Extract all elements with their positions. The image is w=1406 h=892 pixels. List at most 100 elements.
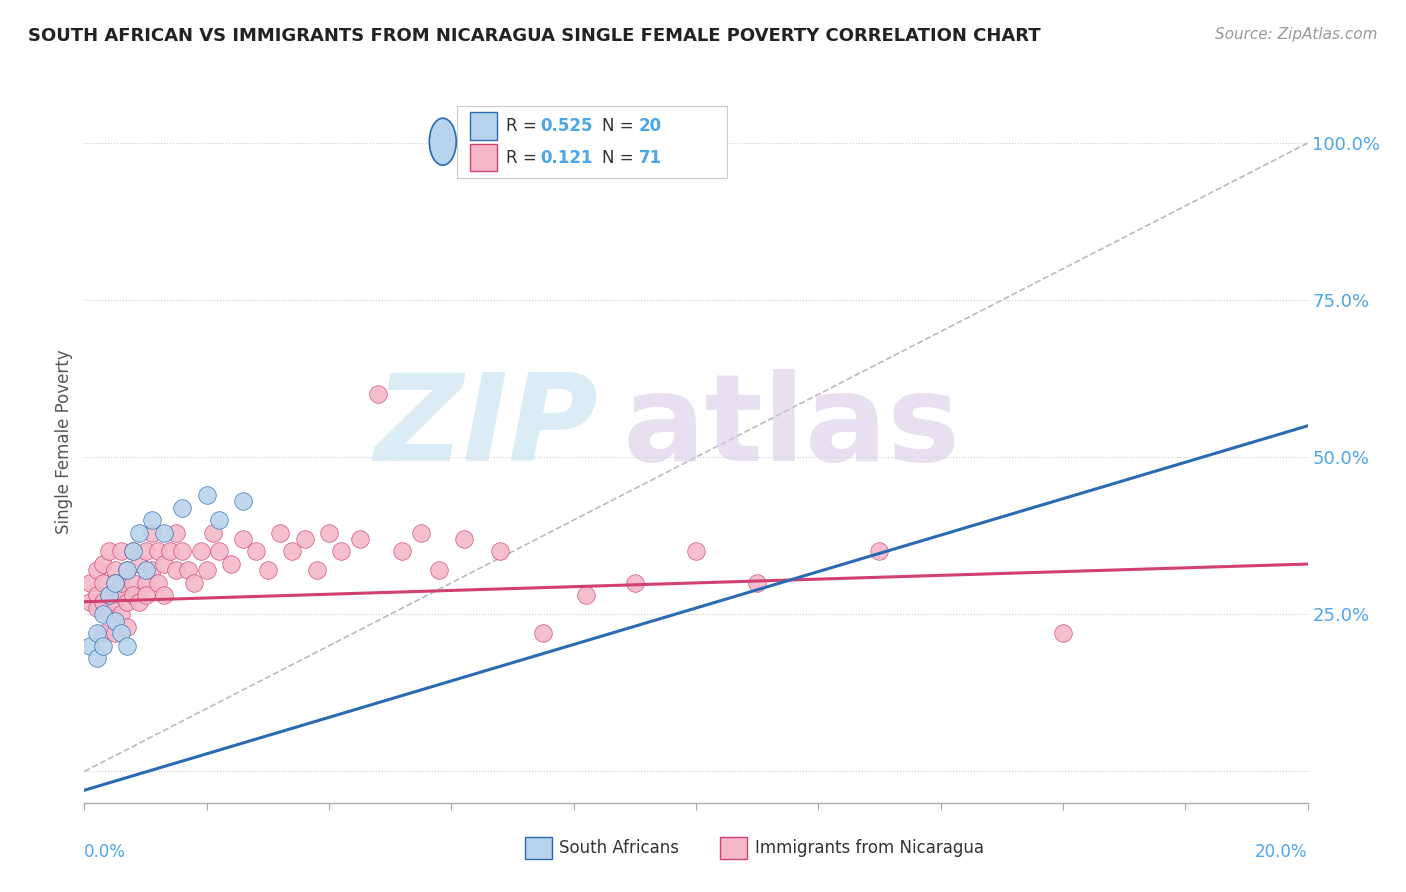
Bar [720,838,748,859]
Point [172,544,194,558]
Point [91,626,114,640]
Point [115,595,138,609]
Point [869,544,891,558]
Ellipse shape [429,119,456,165]
Text: 0.121: 0.121 [541,149,593,167]
Point [79,595,101,609]
Point [115,563,138,577]
Point [349,532,371,546]
Text: Source: ZipAtlas.com: Source: ZipAtlas.com [1215,27,1378,42]
Point [97,589,120,603]
Point [257,563,280,577]
Point [146,544,169,558]
Point [409,525,432,540]
Point [135,589,157,603]
Point [97,589,120,603]
Point [110,544,132,558]
Text: 0.525: 0.525 [541,117,593,135]
Text: 0.0%: 0.0% [84,843,127,861]
Text: R =: R = [506,117,537,135]
Point [86,589,108,603]
Point [141,525,163,540]
Point [79,639,101,653]
Point [177,563,200,577]
Point [86,601,108,615]
Point [190,544,212,558]
Text: 71: 71 [638,149,662,167]
Point [141,513,163,527]
Point [128,525,150,540]
Point [245,544,267,558]
Point [115,563,138,577]
Text: 20: 20 [638,117,662,135]
Point [91,607,114,622]
Point [135,544,157,558]
Point [122,544,145,558]
FancyBboxPatch shape [457,105,727,178]
Text: Immigrants from Nicaragua: Immigrants from Nicaragua [755,839,984,857]
Point [86,626,108,640]
Point [110,626,132,640]
Point [183,575,205,590]
Point [104,595,127,609]
Point [104,575,127,590]
Point [115,639,138,653]
Point [79,575,101,590]
Point [104,614,127,628]
Point [427,563,450,577]
Bar [470,144,496,171]
Point [201,525,224,540]
Point [128,557,150,571]
Point [86,651,108,665]
Point [219,557,242,571]
Text: SOUTH AFRICAN VS IMMIGRANTS FROM NICARAGUA SINGLE FEMALE POVERTY CORRELATION CHA: SOUTH AFRICAN VS IMMIGRANTS FROM NICARAG… [28,27,1040,45]
Point [531,626,554,640]
Point [232,532,254,546]
Point [391,544,413,558]
Point [115,620,138,634]
Point [489,544,512,558]
Text: N =: N = [602,117,634,135]
Point [91,639,114,653]
Point [1052,626,1074,640]
Point [172,500,194,515]
Point [122,575,145,590]
Point [104,563,127,577]
Point [97,544,120,558]
Text: R =: R = [506,149,537,167]
Point [165,525,187,540]
Point [135,575,157,590]
Point [318,525,340,540]
Point [575,589,598,603]
Point [110,575,132,590]
Point [685,544,707,558]
Point [281,544,304,558]
Text: N =: N = [602,149,634,167]
Point [122,589,145,603]
Point [367,387,389,401]
Bar [470,112,496,139]
Point [195,563,218,577]
Point [153,557,176,571]
Bar [524,838,551,859]
Point [91,575,114,590]
Point [86,563,108,577]
Point [153,525,176,540]
Point [122,544,145,558]
Point [97,607,120,622]
Point [208,544,231,558]
Text: 20.0%: 20.0% [1256,843,1308,861]
Text: ZIP: ZIP [374,368,598,485]
Point [141,563,163,577]
Point [208,513,231,527]
Point [128,595,150,609]
Text: atlas: atlas [623,368,960,485]
Point [153,589,176,603]
Point [104,575,127,590]
Point [195,488,218,502]
Point [110,607,132,622]
Point [91,595,114,609]
Point [232,494,254,508]
Point [165,563,187,577]
Point [305,563,328,577]
